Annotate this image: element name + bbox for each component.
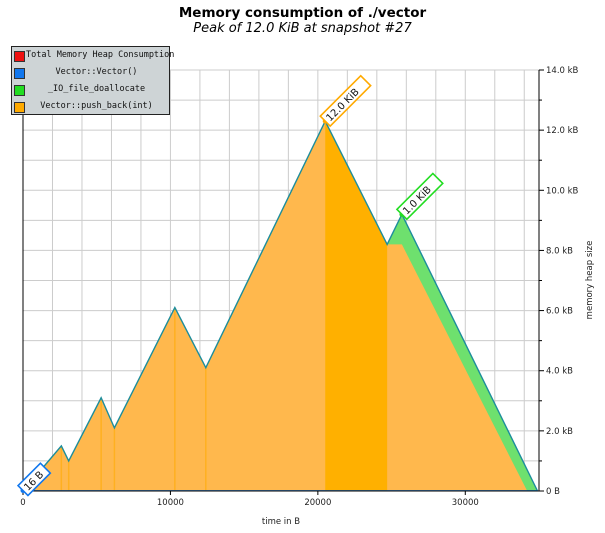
peak-snapshot-band [325,121,388,491]
x-tick-label: 10000 [157,498,184,508]
legend-swatch [14,68,25,79]
annotation-box [319,74,372,128]
y-tick-label: 14.0 kB [546,66,579,76]
y-tick-label: 10.0 kB [546,186,579,196]
legend-item-push-back: Vector::push_back(int) [12,100,169,115]
legend-swatch [14,85,25,96]
legend-item-io-file-doallocate: _IO_file_doallocate [12,83,169,98]
x-tick-label: 0 [20,498,25,508]
area-push-back [23,121,528,491]
legend-item-vector-ctor: Vector::Vector() [12,66,169,81]
y-tick-label: 4.0 kB [546,367,573,377]
annotation: 12.0 KiB [319,74,372,128]
chart-subtitle: Peak of 12.0 KiB at snapshot #27 [193,21,412,36]
y-axis-label: memory heap size [585,241,595,320]
legend-item-total: Total Memory Heap Consumption [12,49,175,64]
y-tick-label: 2.0 kB [546,427,573,437]
y-tick-label: 0 B [546,487,560,497]
y-tick-label: 6.0 kB [546,307,573,317]
legend-label: _IO_file_doallocate [47,84,146,94]
chart-title: Memory consumption of ./vector [178,5,427,21]
legend-swatch [14,102,25,113]
total-outline [22,119,539,492]
y-tick-label: 8.0 kB [546,246,573,256]
legend: Total Memory Heap Consumption Vector::Ve… [11,46,175,115]
annotation-box [395,172,444,221]
x-axis-label: time in B [262,517,300,527]
annotation-box [16,462,52,497]
legend-label: Total Memory Heap Consumption [26,50,175,60]
legend-swatch [14,51,25,62]
legend-label: Vector::Vector() [55,67,138,77]
y-tick-label: 12.0 kB [546,126,579,136]
legend-label: Vector::push_back(int) [40,101,153,111]
x-tick-label: 30000 [452,498,479,508]
x-tick-label: 20000 [304,498,331,508]
